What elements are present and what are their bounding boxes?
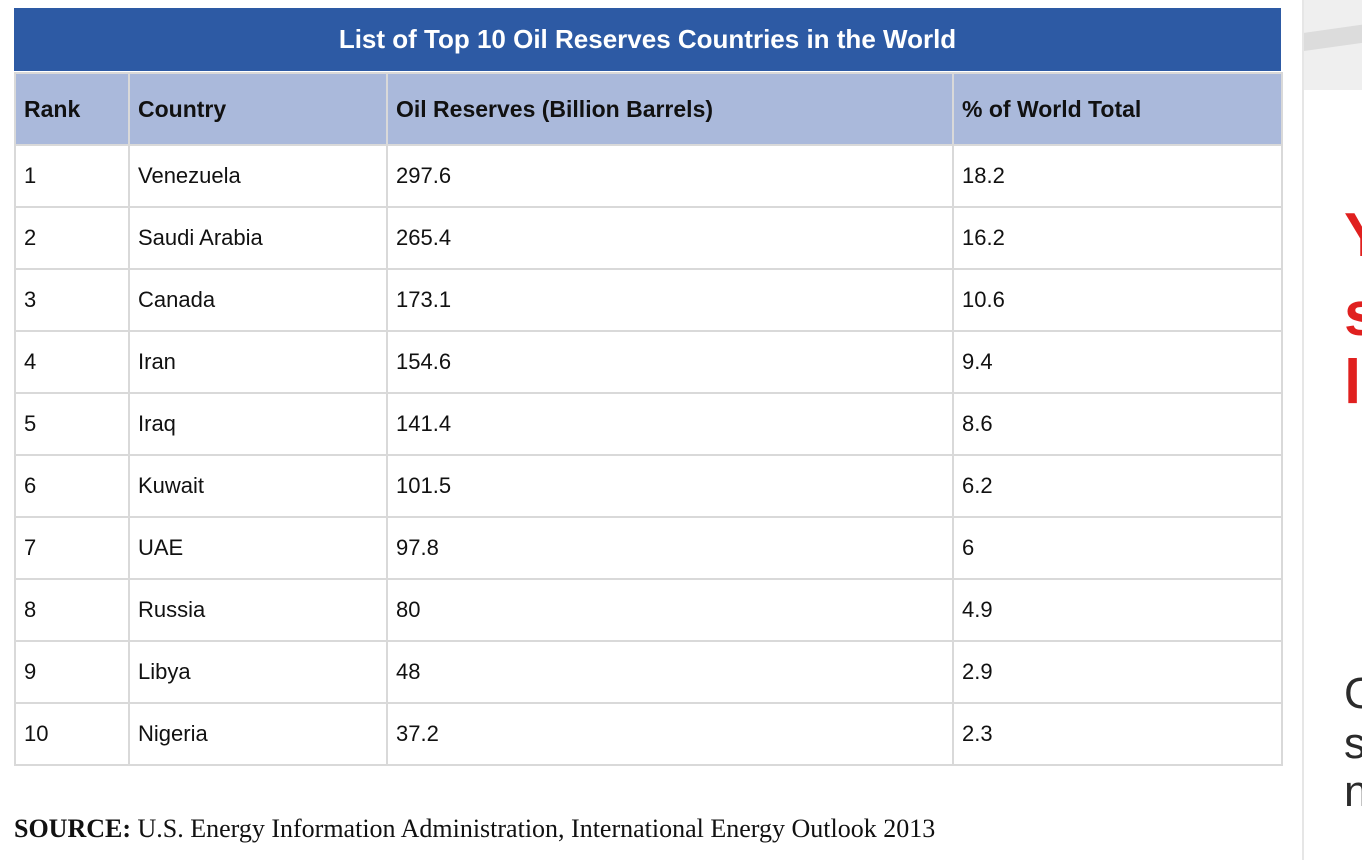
ad-swoosh-graphic xyxy=(1304,0,1362,90)
table-row: 10 Nigeria 37.2 2.3 xyxy=(14,702,1283,766)
cell-country: Iran xyxy=(128,330,388,394)
cell-percent: 4.9 xyxy=(952,578,1283,642)
table-row: 7 UAE 97.8 6 xyxy=(14,516,1283,580)
cell-country: Venezuela xyxy=(128,144,388,208)
side-advertisement[interactable]: Y s l G s n xyxy=(1302,0,1362,860)
cell-rank: 6 xyxy=(14,454,130,518)
table-title: List of Top 10 Oil Reserves Countries in… xyxy=(14,8,1281,71)
cell-rank: 9 xyxy=(14,640,130,704)
ad-dark-text-fragment: G xyxy=(1344,672,1362,716)
cell-rank: 2 xyxy=(14,206,130,270)
table-row: 8 Russia 80 4.9 xyxy=(14,578,1283,642)
table-row: 1 Venezuela 297.6 18.2 xyxy=(14,144,1283,208)
table-row: 2 Saudi Arabia 265.4 16.2 xyxy=(14,206,1283,270)
cell-percent: 9.4 xyxy=(952,330,1283,394)
cell-percent: 10.6 xyxy=(952,268,1283,332)
cell-percent: 16.2 xyxy=(952,206,1283,270)
table-row: 4 Iran 154.6 9.4 xyxy=(14,330,1283,394)
header-country: Country xyxy=(128,72,388,146)
source-citation: SOURCE: U.S. Energy Information Administ… xyxy=(14,814,935,844)
cell-percent: 6 xyxy=(952,516,1283,580)
cell-reserves: 173.1 xyxy=(386,268,954,332)
cell-reserves: 297.6 xyxy=(386,144,954,208)
table-header-row: Rank Country Oil Reserves (Billion Barre… xyxy=(14,72,1283,146)
cell-rank: 1 xyxy=(14,144,130,208)
cell-reserves: 48 xyxy=(386,640,954,704)
table-row: 6 Kuwait 101.5 6.2 xyxy=(14,454,1283,518)
cell-percent: 2.3 xyxy=(952,702,1283,766)
cell-reserves: 80 xyxy=(386,578,954,642)
cell-percent: 2.9 xyxy=(952,640,1283,704)
cell-percent: 8.6 xyxy=(952,392,1283,456)
cell-rank: 5 xyxy=(14,392,130,456)
oil-reserves-table: Rank Country Oil Reserves (Billion Barre… xyxy=(14,72,1283,766)
ad-red-text-fragment: l xyxy=(1344,348,1362,417)
cell-reserves: 37.2 xyxy=(386,702,954,766)
header-oil-reserves: Oil Reserves (Billion Barrels) xyxy=(386,72,954,146)
cell-country: UAE xyxy=(128,516,388,580)
ad-swoosh-line xyxy=(1304,21,1362,53)
ad-red-text-fragment: Y xyxy=(1344,205,1362,267)
header-rank: Rank xyxy=(14,72,130,146)
ad-dark-text-fragment: s xyxy=(1344,722,1362,766)
cell-country: Russia xyxy=(128,578,388,642)
cell-country: Libya xyxy=(128,640,388,704)
cell-reserves: 154.6 xyxy=(386,330,954,394)
cell-reserves: 265.4 xyxy=(386,206,954,270)
cell-rank: 8 xyxy=(14,578,130,642)
cell-rank: 4 xyxy=(14,330,130,394)
table-row: 3 Canada 173.1 10.6 xyxy=(14,268,1283,332)
source-label: SOURCE: xyxy=(14,814,132,843)
cell-country: Canada xyxy=(128,268,388,332)
cell-reserves: 101.5 xyxy=(386,454,954,518)
source-text: U.S. Energy Information Administration, … xyxy=(131,814,936,843)
table-row: 5 Iraq 141.4 8.6 xyxy=(14,392,1283,456)
header-percent-world: % of World Total xyxy=(952,72,1283,146)
cell-rank: 3 xyxy=(14,268,130,332)
ad-dark-text-fragment: n xyxy=(1344,770,1362,814)
cell-country: Saudi Arabia xyxy=(128,206,388,270)
cell-country: Iraq xyxy=(128,392,388,456)
table-row: 9 Libya 48 2.9 xyxy=(14,640,1283,704)
cell-country: Kuwait xyxy=(128,454,388,518)
cell-rank: 10 xyxy=(14,702,130,766)
main-content: List of Top 10 Oil Reserves Countries in… xyxy=(14,8,1283,844)
cell-percent: 18.2 xyxy=(952,144,1283,208)
cell-reserves: 97.8 xyxy=(386,516,954,580)
cell-percent: 6.2 xyxy=(952,454,1283,518)
cell-reserves: 141.4 xyxy=(386,392,954,456)
cell-country: Nigeria xyxy=(128,702,388,766)
ad-red-text-fragment: s xyxy=(1344,284,1362,346)
cell-rank: 7 xyxy=(14,516,130,580)
